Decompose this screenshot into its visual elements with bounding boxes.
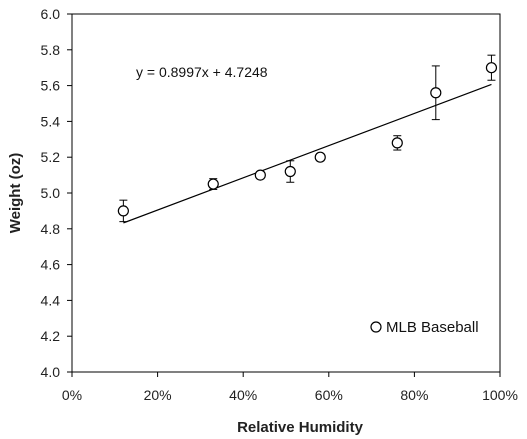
- x-tick-label: 80%: [400, 387, 428, 403]
- y-tick-label: 5.2: [41, 149, 61, 165]
- point-marker: [314, 151, 326, 163]
- data-point: [284, 160, 296, 183]
- point-marker: [207, 178, 219, 190]
- point-marker: [117, 205, 129, 217]
- y-tick-label: 4.6: [41, 257, 61, 273]
- legend: MLB Baseball: [370, 319, 479, 336]
- legend-marker-circle-icon: [370, 321, 382, 333]
- y-tick-label: 5.0: [41, 185, 61, 201]
- legend-label: MLB Baseball: [386, 319, 479, 336]
- data-point: [485, 54, 498, 81]
- y-tick-label: 4.4: [41, 292, 61, 308]
- x-tick-label: 100%: [482, 387, 518, 403]
- y-tick-label: 5.6: [41, 78, 61, 94]
- trendline-equation: y = 0.8997x + 4.7248: [136, 64, 268, 80]
- x-tick-label: 40%: [229, 387, 257, 403]
- data-point: [254, 169, 266, 181]
- data-point: [430, 65, 442, 121]
- x-axis-title: Relative Humidity: [237, 419, 364, 436]
- y-tick-label: 4.2: [41, 328, 61, 344]
- y-tick-label: 5.4: [41, 113, 61, 129]
- point-marker: [284, 165, 296, 178]
- trendline: [123, 83, 492, 224]
- data-point: [117, 199, 129, 223]
- y-tick-label: 6.0: [41, 6, 61, 22]
- data-points: [117, 54, 498, 223]
- point-marker: [485, 62, 498, 74]
- data-point: [207, 178, 219, 190]
- point-marker: [254, 169, 266, 181]
- y-tick-label: 5.8: [41, 42, 61, 58]
- trendline-group: [123, 83, 492, 224]
- y-tick-label: 4.0: [41, 364, 61, 380]
- data-point: [314, 151, 326, 163]
- x-tick-label: 20%: [144, 387, 172, 403]
- point-marker: [430, 87, 442, 99]
- y-axis-title: Weight (oz): [7, 153, 24, 234]
- x-tick-label: 0%: [62, 387, 82, 403]
- y-tick-label: 4.8: [41, 221, 61, 237]
- point-marker: [391, 137, 403, 149]
- tick-labels: 4.0 4.2 4.4 4.6 4.8 5.0 5.2 5.4 5.6 5.8 6.0 0% 20% 40…: [41, 6, 518, 403]
- data-point: [391, 135, 403, 151]
- axes: [67, 13, 501, 377]
- x-tick-label: 60%: [315, 387, 343, 403]
